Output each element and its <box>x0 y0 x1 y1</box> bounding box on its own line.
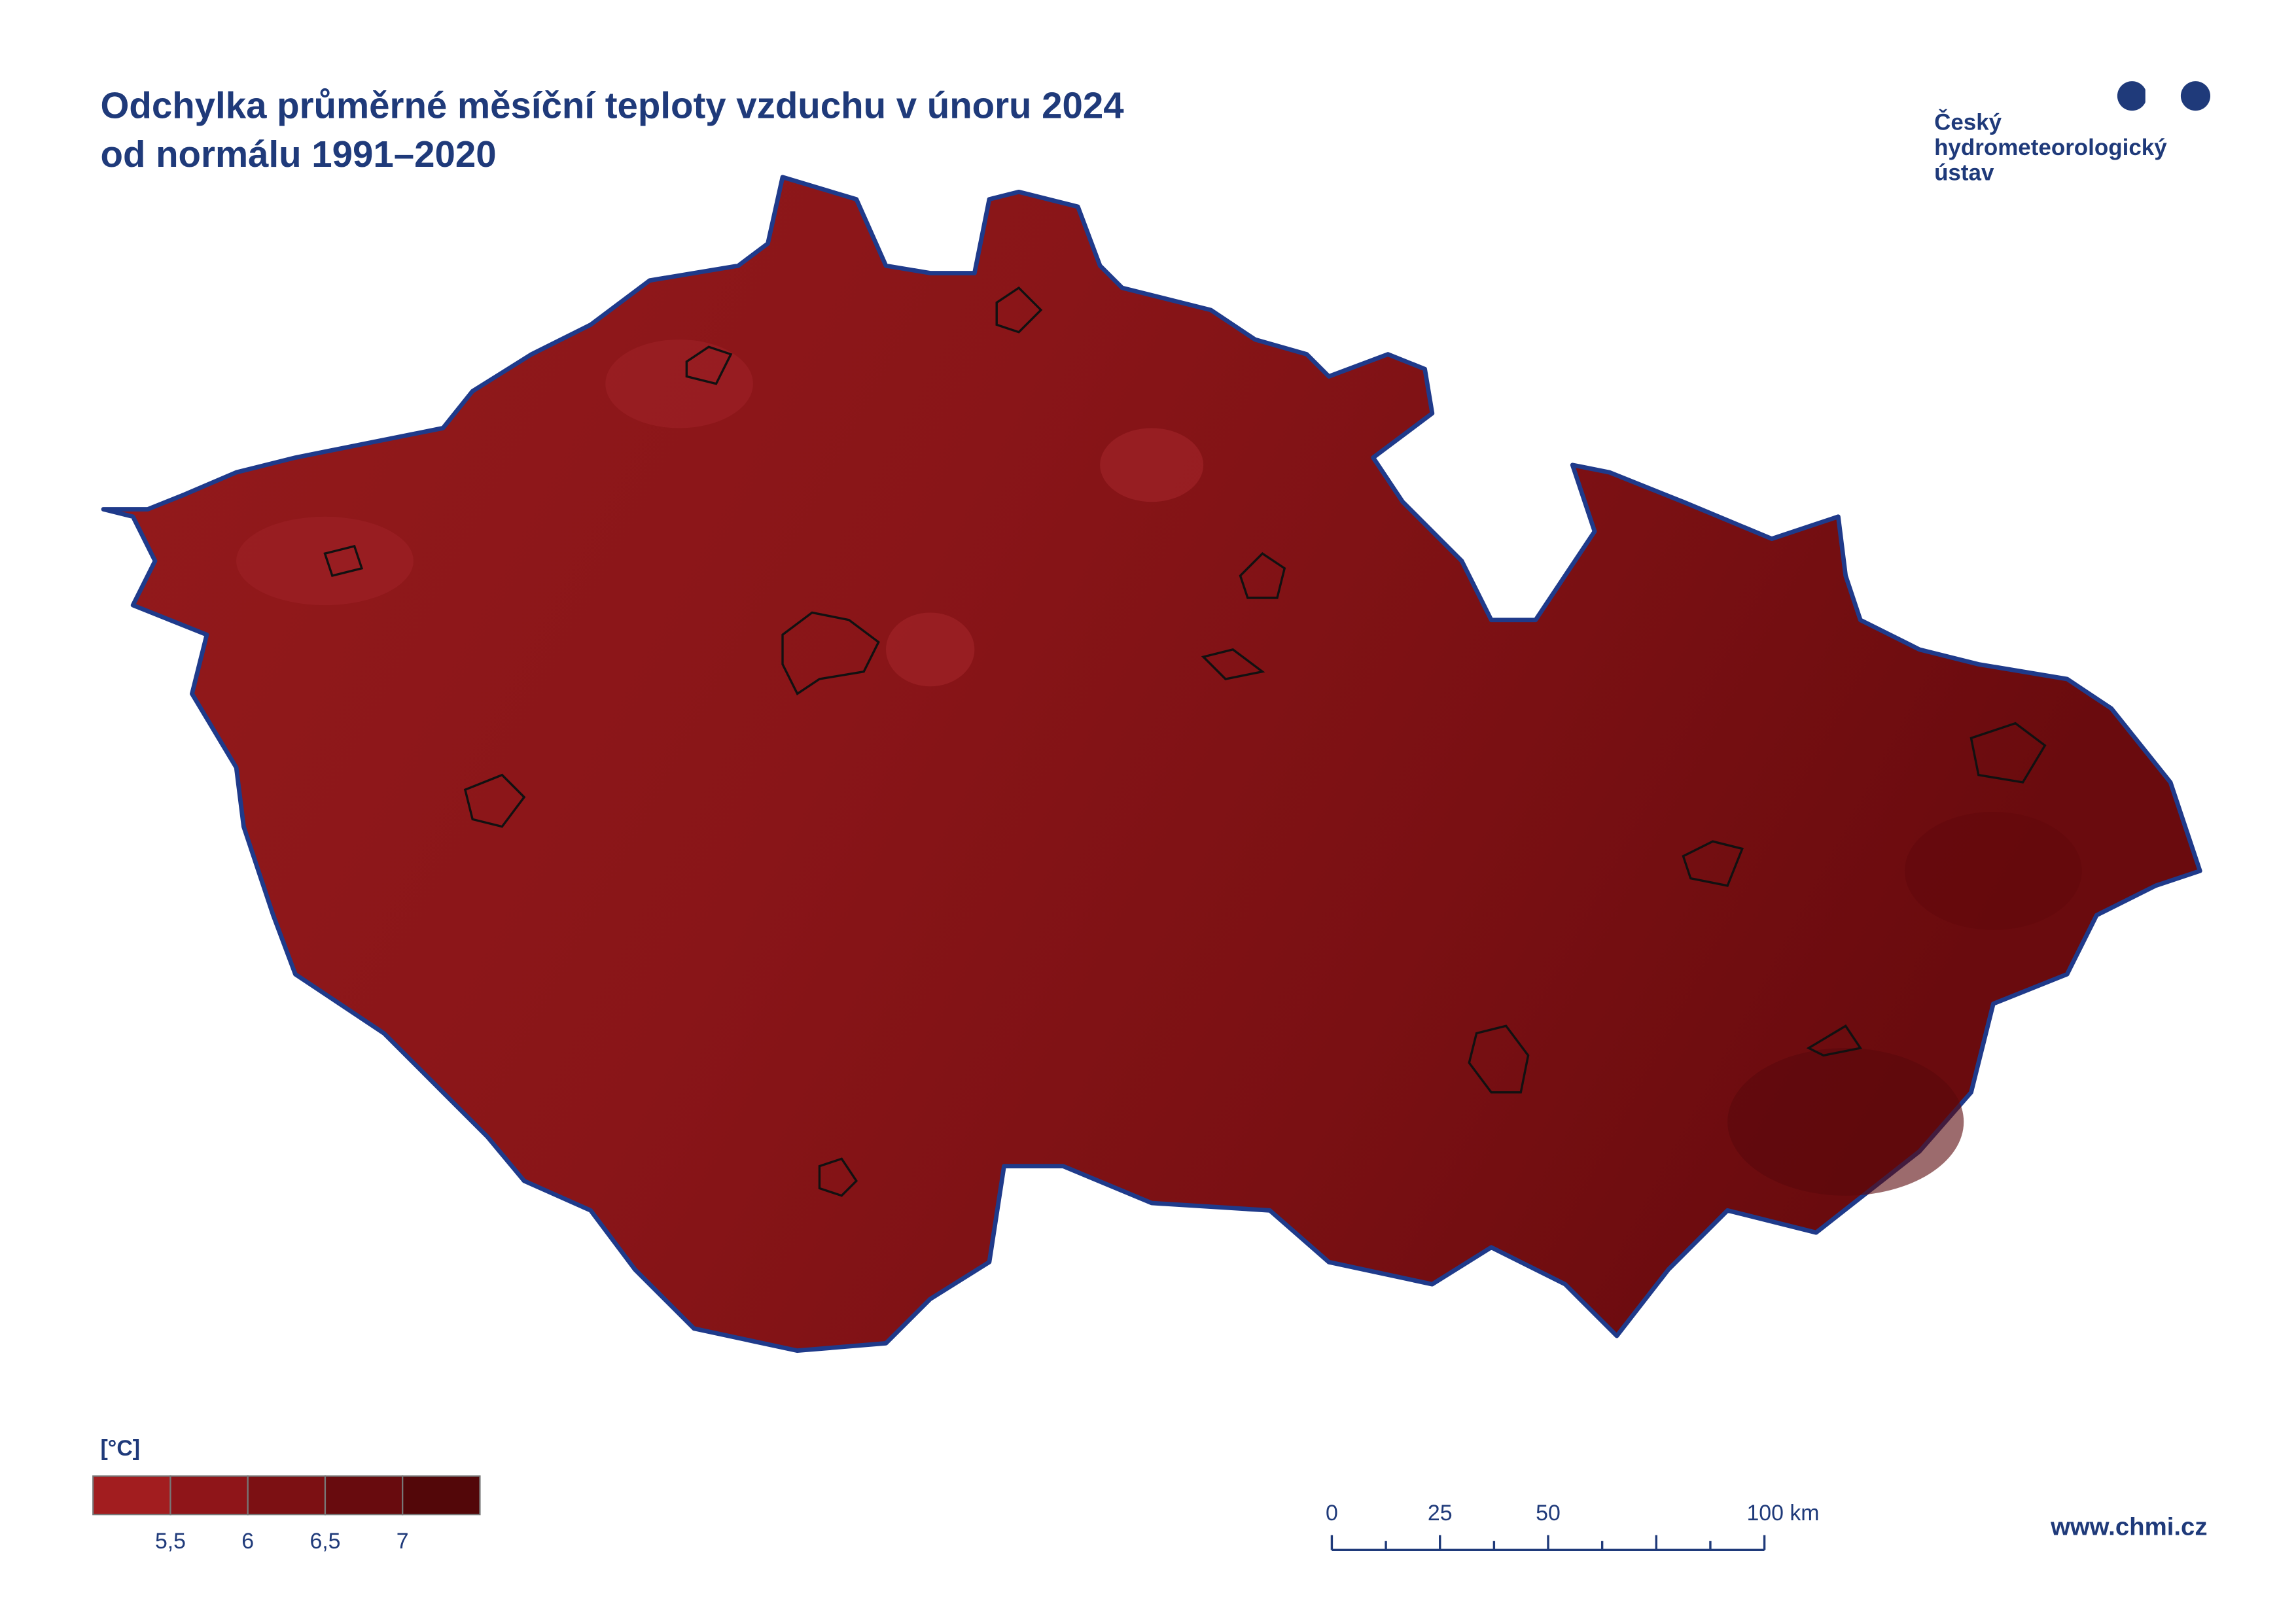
legend-swatch <box>402 1475 481 1516</box>
legend-label: 7 <box>397 1529 409 1554</box>
country-outline <box>101 175 2202 1353</box>
legend-swatch <box>92 1475 171 1516</box>
legend-swatch <box>247 1475 327 1516</box>
scale-label: 25 <box>1428 1501 1453 1526</box>
legend-label: 6 <box>241 1529 254 1554</box>
scale-label: 50 <box>1536 1501 1561 1526</box>
title-line: od normálu 1991–2020 <box>101 133 497 175</box>
legend-label: 6,5 <box>309 1529 340 1554</box>
legend-label: 5,5 <box>155 1529 186 1554</box>
legend-swatch <box>169 1475 249 1516</box>
title-line: Odchylka průměrné měsíční teploty vzduch… <box>101 85 1125 126</box>
logo-mark <box>2117 81 2211 111</box>
logo-text: ústav <box>1934 160 1994 185</box>
legend-unit: [°C] <box>101 1436 141 1461</box>
logo-text: hydrometeorologický <box>1934 135 2167 160</box>
scale-label: 100 km <box>1747 1501 1820 1526</box>
url: www.chmi.cz <box>2050 1513 2207 1541</box>
shading <box>236 339 2082 1196</box>
cities <box>323 286 2047 1197</box>
scale-label: 0 <box>1326 1501 1338 1526</box>
legend-swatch <box>324 1475 404 1516</box>
logo-text: Český <box>1934 109 2002 135</box>
